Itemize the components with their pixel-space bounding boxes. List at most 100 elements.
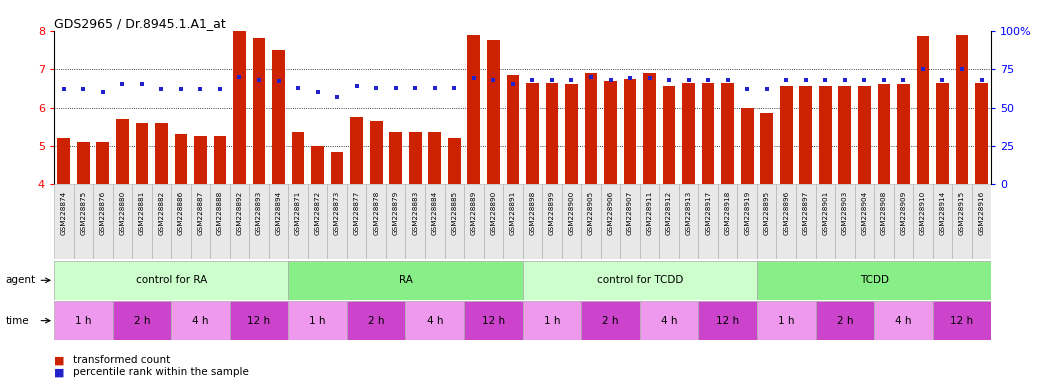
Text: GSM228892: GSM228892 (237, 190, 243, 235)
Point (974, 77, 990, 83)
Text: 2 h: 2 h (367, 316, 384, 326)
Bar (816, 301, 874, 340)
Bar (757, 261, 991, 300)
Text: GSM228898: GSM228898 (529, 190, 536, 235)
Bar (249, 184, 269, 259)
Bar (327, 184, 347, 259)
Bar (679, 184, 699, 259)
Point (797, 77, 814, 83)
Bar (761, 113, 773, 184)
Bar (484, 184, 503, 259)
Point (427, 84, 443, 91)
Bar (702, 83, 714, 184)
Bar (214, 136, 226, 184)
Bar (639, 301, 699, 340)
Point (172, 86, 189, 92)
Bar (975, 83, 988, 184)
Text: 4 h: 4 h (192, 316, 209, 326)
Bar (874, 301, 933, 340)
Bar (386, 184, 406, 259)
Text: GSM228903: GSM228903 (842, 190, 848, 235)
Bar (894, 184, 913, 259)
Text: 1 h: 1 h (309, 316, 326, 326)
Bar (933, 301, 991, 340)
Bar (757, 184, 776, 259)
Bar (952, 184, 972, 259)
Bar (542, 184, 562, 259)
Bar (269, 184, 289, 259)
Bar (289, 301, 347, 340)
Text: GSM228878: GSM228878 (374, 190, 379, 235)
Text: 4 h: 4 h (661, 316, 678, 326)
Bar (132, 184, 152, 259)
Bar (464, 184, 484, 259)
Bar (581, 301, 639, 340)
Text: 2 h: 2 h (837, 316, 853, 326)
Bar (877, 84, 891, 184)
Point (465, 75, 482, 81)
Text: GSM228889: GSM228889 (471, 190, 476, 235)
Bar (152, 184, 171, 259)
Text: 12 h: 12 h (951, 316, 974, 326)
Bar (289, 184, 308, 259)
Text: 1 h: 1 h (544, 316, 561, 326)
Text: 2 h: 2 h (134, 316, 151, 326)
Text: GSM228875: GSM228875 (80, 190, 86, 235)
Text: GSM228890: GSM228890 (490, 190, 496, 235)
Text: GSM228915: GSM228915 (959, 190, 965, 235)
Point (582, 74, 599, 80)
Point (837, 77, 853, 83)
Text: agent: agent (5, 275, 35, 285)
Bar (839, 86, 851, 184)
Bar (621, 184, 639, 259)
Text: GSM228919: GSM228919 (744, 190, 750, 235)
Text: GSM228909: GSM228909 (900, 190, 906, 235)
Bar (721, 83, 734, 184)
Text: GSM228897: GSM228897 (802, 190, 809, 235)
Bar (171, 184, 191, 259)
Bar (503, 184, 522, 259)
Point (817, 77, 834, 83)
Bar (54, 301, 112, 340)
Bar (581, 184, 601, 259)
Bar (425, 184, 444, 259)
Bar (112, 301, 171, 340)
Bar (523, 184, 542, 259)
Bar (366, 184, 386, 259)
Text: GSM228904: GSM228904 (862, 190, 868, 235)
Bar (409, 132, 421, 184)
Text: time: time (5, 316, 29, 326)
Text: 12 h: 12 h (247, 316, 271, 326)
Text: GSM228876: GSM228876 (100, 190, 106, 235)
Bar (252, 38, 266, 184)
Bar (57, 138, 71, 184)
Point (934, 77, 951, 83)
Bar (523, 261, 757, 300)
Bar (97, 142, 109, 184)
Point (387, 84, 404, 91)
Point (564, 77, 580, 83)
Point (544, 77, 561, 83)
Text: GSM228895: GSM228895 (764, 190, 770, 235)
Bar (601, 184, 621, 259)
Bar (936, 83, 949, 184)
Bar (292, 132, 304, 184)
Text: GSM228907: GSM228907 (627, 190, 633, 235)
Bar (644, 73, 656, 184)
Point (680, 77, 696, 83)
Bar (604, 81, 617, 184)
Point (914, 66, 931, 72)
Point (524, 77, 541, 83)
Text: 12 h: 12 h (482, 316, 504, 326)
Point (622, 75, 638, 81)
Text: GSM228896: GSM228896 (784, 190, 789, 235)
Point (876, 77, 893, 83)
Bar (229, 184, 249, 259)
Bar (799, 86, 812, 184)
Point (446, 84, 463, 91)
Point (75, 86, 91, 92)
Text: GSM228894: GSM228894 (275, 190, 281, 235)
Point (55, 86, 72, 92)
Text: control for RA: control for RA (136, 275, 207, 285)
Text: GSM228916: GSM228916 (979, 190, 984, 235)
